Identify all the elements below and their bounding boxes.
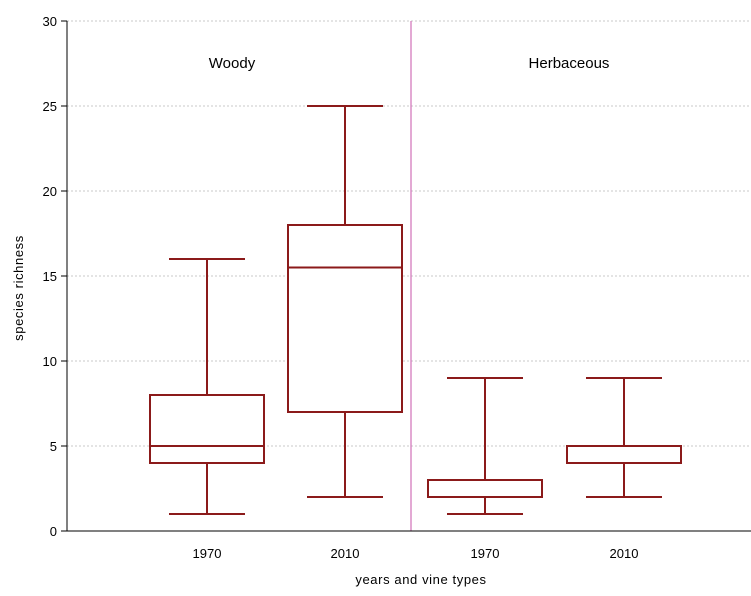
x-tick-label-woody-1970: 1970 [193,546,222,561]
box-herbaceous-2010 [566,445,682,464]
y-tick-label-30: 30 [43,14,57,29]
box-woody-1970 [149,394,265,464]
axes: 0 5 10 15 20 25 30 1970 2010 1970 2010 [43,14,751,561]
y-tick-label-0: 0 [50,524,57,539]
grid-lines [67,20,751,447]
box-woody-2010 [287,224,403,413]
group-label-woody: Woody [209,55,256,72]
y-tick-label-20: 20 [43,184,57,199]
y-tick-label-10: 10 [43,354,57,369]
y-axis-title: species richness [11,235,26,341]
y-tick-label-15: 15 [43,269,57,284]
x-axis-title: years and vine types [355,572,486,587]
x-tick-label-herbaceous-1970: 1970 [471,546,500,561]
chart-labels: years and vine types species richness Wo… [11,55,609,587]
y-tick-label-25: 25 [43,99,57,114]
box-herbaceous-1970 [427,479,543,498]
box-plots [149,105,682,515]
y-tick-label-5: 5 [50,439,57,454]
group-label-herbaceous: Herbaceous [529,55,610,72]
x-tick-label-woody-2010: 2010 [331,546,360,561]
x-tick-label-herbaceous-2010: 2010 [610,546,639,561]
